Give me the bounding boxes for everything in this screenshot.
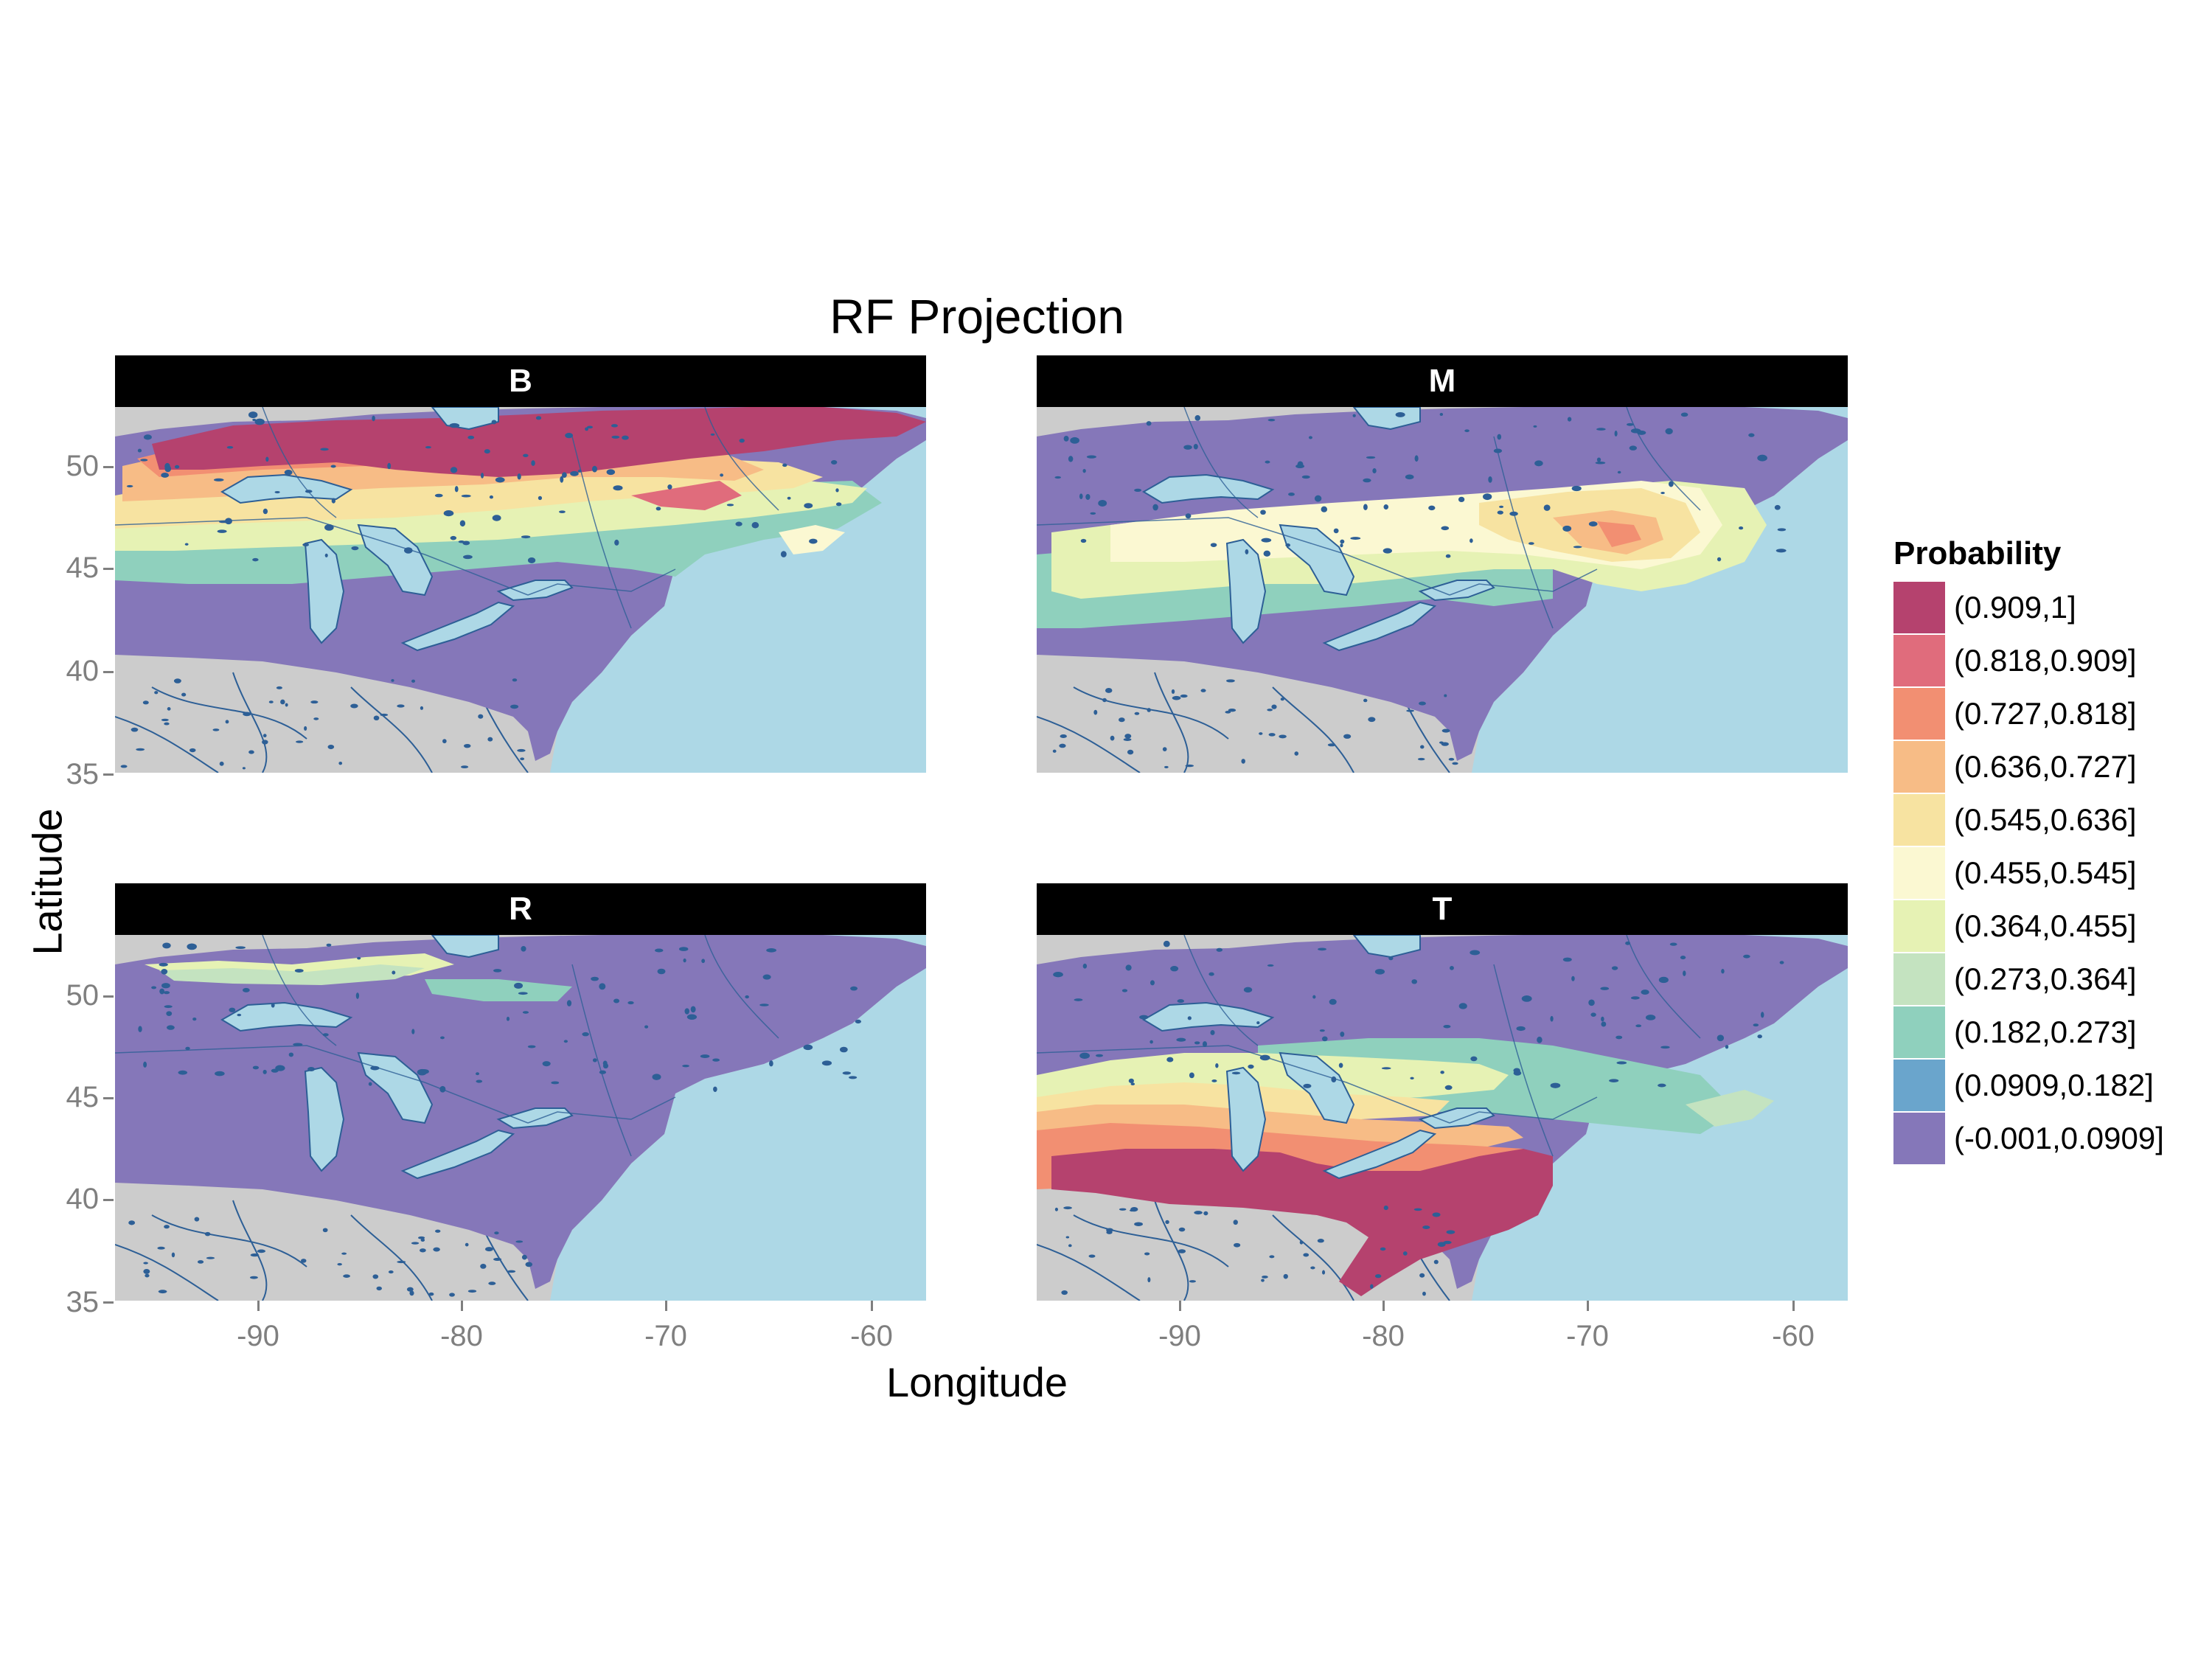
legend-item: (0.818,0.909]: [1893, 634, 2164, 687]
x-tick-label: -70: [1566, 1320, 1609, 1352]
x-tick-label: -80: [1362, 1320, 1405, 1352]
legend-item: (0.727,0.818]: [1893, 687, 2164, 740]
legend-swatch: [1893, 1060, 1945, 1111]
legend-item: (0.455,0.545]: [1893, 846, 2164, 900]
x-tick-mark: [1587, 1301, 1589, 1311]
y-tick-label: 35: [66, 1286, 100, 1318]
x-tick-label: -60: [1772, 1320, 1815, 1352]
map-panel-t: [1037, 935, 1848, 1301]
map-panel-b: [115, 407, 926, 773]
map-panel-r: [115, 935, 926, 1301]
legend-swatch: [1893, 741, 1945, 793]
legend: Probability (0.909,1] (0.818,0.909] (0.727…: [1893, 535, 2164, 1165]
x-tick-mark: [665, 1301, 667, 1311]
legend-swatch: [1893, 1113, 1945, 1164]
legend-swatch: [1893, 635, 1945, 686]
panel-m: M: [1037, 355, 1848, 773]
y-axis-label: Latitude: [24, 808, 71, 956]
legend-label: (0.0909,0.182]: [1954, 1068, 2154, 1102]
y-tick-mark: [103, 671, 114, 673]
panel-strip: R: [115, 883, 926, 935]
legend-title: Probability: [1893, 535, 2062, 571]
legend-item: (0.364,0.455]: [1893, 900, 2164, 953]
legend-swatch: [1893, 847, 1945, 899]
legend-item: (0.0909,0.182]: [1893, 1059, 2164, 1112]
y-tick-label: 40: [66, 655, 100, 687]
panel-strip: B: [115, 355, 926, 407]
map-panel-m: [1037, 407, 1848, 773]
x-tick-mark: [257, 1301, 260, 1311]
y-tick-mark: [103, 1199, 114, 1201]
x-tick-label: -70: [644, 1320, 687, 1352]
legend-label: (0.727,0.818]: [1954, 696, 2137, 731]
legend-item: (0.182,0.273]: [1893, 1006, 2164, 1059]
legend-label: (0.182,0.273]: [1954, 1015, 2137, 1049]
legend-item: (-0.001,0.0909]: [1893, 1112, 2164, 1165]
x-tick-mark: [1382, 1301, 1385, 1311]
legend-label: (0.455,0.545]: [1954, 855, 2137, 890]
legend-label: (-0.001,0.0909]: [1954, 1121, 2164, 1155]
y-tick-mark: [103, 995, 114, 998]
y-tick-label: 45: [66, 552, 100, 584]
panel-r: R: [115, 883, 926, 1301]
legend-swatch: [1893, 953, 1945, 1005]
legend-swatch: [1893, 688, 1945, 740]
legend-swatch: [1893, 1006, 1945, 1058]
y-tick-mark: [103, 773, 114, 776]
panel-t: T: [1037, 883, 1848, 1301]
y-tick-mark: [103, 466, 114, 468]
legend-swatch: [1893, 900, 1945, 952]
x-tick-mark: [1792, 1301, 1795, 1311]
legend-label: (0.636,0.727]: [1954, 749, 2137, 784]
legend-label: (0.818,0.909]: [1954, 643, 2137, 678]
x-tick-mark: [1179, 1301, 1181, 1311]
y-tick-label: 50: [66, 979, 100, 1012]
panel-b: B: [115, 355, 926, 773]
legend-label: (0.273,0.364]: [1954, 961, 2137, 996]
y-tick-mark: [103, 568, 114, 570]
x-tick-label: -90: [1158, 1320, 1201, 1352]
legend-label: (0.545,0.636]: [1954, 802, 2137, 837]
legend-item: (0.545,0.636]: [1893, 793, 2164, 846]
legend-item: (0.636,0.727]: [1893, 740, 2164, 793]
x-tick-label: -60: [850, 1320, 893, 1352]
panel-strip: T: [1037, 883, 1848, 935]
x-tick-label: -90: [237, 1320, 279, 1352]
y-tick-label: 40: [66, 1183, 100, 1215]
panel-strip: M: [1037, 355, 1848, 407]
y-tick-label: 50: [66, 450, 100, 482]
x-axis-label: Longitude: [886, 1359, 1068, 1405]
y-tick-mark: [103, 1097, 114, 1099]
y-tick-mark: [103, 1301, 114, 1304]
x-tick-label: -80: [440, 1320, 483, 1352]
x-tick-mark: [461, 1301, 463, 1311]
chart-title: RF Projection: [830, 289, 1124, 344]
legend-label: (0.364,0.455]: [1954, 908, 2137, 943]
legend-label: (0.909,1]: [1954, 590, 2076, 625]
y-tick-label: 45: [66, 1081, 100, 1113]
y-tick-label: 35: [66, 758, 100, 790]
legend-item: (0.273,0.364]: [1893, 953, 2164, 1006]
legend-swatch: [1893, 582, 1945, 633]
legend-item: (0.909,1]: [1893, 581, 2164, 634]
legend-swatch: [1893, 794, 1945, 846]
x-tick-mark: [871, 1301, 873, 1311]
